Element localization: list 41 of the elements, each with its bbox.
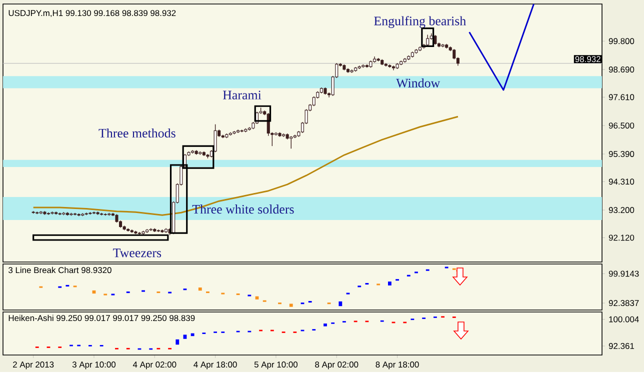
x-tick-label: 2 Apr 2013 <box>13 362 54 370</box>
annotation: Engulfing bearish <box>374 16 466 28</box>
annotation: Window <box>396 78 440 88</box>
y-tick-label: 100.004 <box>609 316 639 323</box>
ref-line-label: 98.932 <box>575 56 600 62</box>
candlestick <box>452 48 456 60</box>
bar <box>289 304 293 308</box>
y-tick-label: 92.3837 <box>608 300 639 306</box>
x-tick-label: 5 Apr 10:00 <box>254 362 298 370</box>
y-tick-label: 92.361 <box>608 343 634 350</box>
y-tick-label: 96.500 <box>608 122 634 129</box>
x-tick-label: 8 Apr 02:00 <box>315 362 358 370</box>
chart-title: 3 Line Break Chart 98.9320 <box>8 267 112 274</box>
x-tick-label: 4 Apr 02:00 <box>132 362 176 370</box>
chart-title: Heiken-Ashi 99.250 99.017 99.017 99.250 98.839 <box>8 315 195 322</box>
bar <box>183 334 187 340</box>
bar <box>190 334 194 336</box>
candlestick <box>392 66 396 71</box>
x-tick-label: 4 Apr 18:00 <box>194 362 237 370</box>
y-tick-label: 99.9143 <box>608 270 639 277</box>
bar <box>324 324 327 327</box>
bar <box>176 340 180 345</box>
y-tick-label: 97.610 <box>608 94 634 100</box>
y-tick-label: 93.200 <box>608 207 634 214</box>
bar <box>388 282 392 286</box>
y-tick-label: 98.690 <box>608 66 634 73</box>
annotation: Tweezers <box>113 248 162 258</box>
bar <box>198 288 202 291</box>
bar <box>338 302 342 306</box>
candlestick <box>214 124 217 153</box>
text: USDJPY.m,H1 99.130 99.168 98.839 98.932 <box>8 10 176 18</box>
annotation: Harami <box>222 90 262 100</box>
annotation: Three white solders <box>192 204 294 214</box>
y-tick-label: 92.120 <box>608 234 634 241</box>
y-tick-label: 99.800 <box>608 38 634 44</box>
y-tick-label: 94.310 <box>608 178 634 185</box>
y-tick-label: 95.390 <box>608 151 634 158</box>
x-tick-label: 3 Apr 10:00 <box>72 362 116 370</box>
candlestick <box>312 96 316 107</box>
x-tick-label: 8 Apr 18:00 <box>376 362 419 370</box>
annotation: Three methods <box>98 128 176 138</box>
